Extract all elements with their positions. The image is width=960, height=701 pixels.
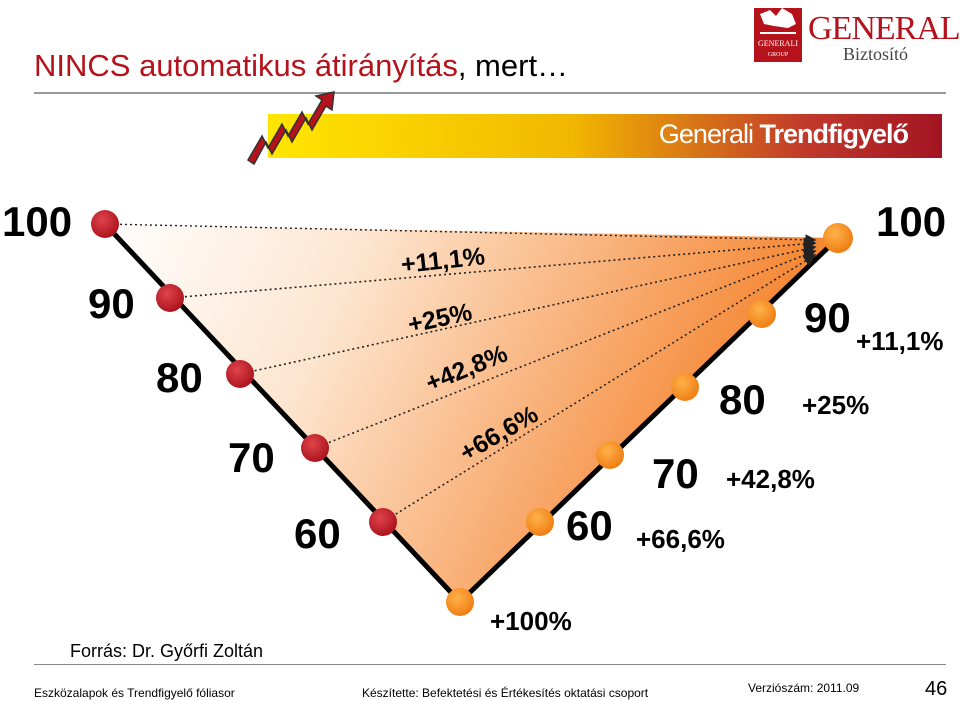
lion-emblem-icon: GENERALI GROUP: [754, 8, 802, 62]
left-value-60: 60: [294, 510, 341, 557]
right-value-80: 80: [719, 376, 766, 423]
gain-70: +42,8%: [726, 464, 815, 494]
left-dot-70: [301, 434, 329, 462]
banner-title: Generali Trendfigyelő: [658, 119, 909, 150]
banner-light: Generali: [658, 119, 760, 149]
right-dot-80: [671, 373, 699, 401]
right-dot-100: [823, 223, 853, 253]
left-value-100: 100: [2, 198, 72, 245]
page-title: NINCS automatikus átirányítás, mert…: [34, 48, 568, 84]
footer-center: Készítette: Befektetési és Értékesítés o…: [362, 686, 649, 700]
left-dot-80: [226, 360, 254, 388]
recovery-line: [458, 236, 840, 604]
left-value-80: 80: [156, 354, 203, 401]
trend-arrow-icon: [246, 91, 335, 166]
gain-90: +11,1%: [856, 326, 943, 356]
gain-bottom: +100%: [490, 606, 572, 636]
title-red: NINCS automatikus átirányítás: [34, 48, 458, 83]
logo-subtitle: Biztosító: [843, 44, 909, 64]
banner-bold: Trendfigyelő: [759, 119, 909, 149]
trendfigyelo-banner: Generali Trendfigyelő: [268, 114, 942, 158]
right-dot-60: [526, 508, 554, 536]
right-dot-90: [748, 300, 776, 328]
source-note: Forrás: Dr. Győrfi Zoltán: [70, 641, 264, 661]
logo-badge-bottom: GROUP: [768, 52, 789, 58]
gain-80: +25%: [802, 390, 869, 420]
left-dot-60: [369, 508, 397, 536]
left-value-70: 70: [228, 434, 275, 481]
bottom-dot: [446, 588, 474, 616]
right-value-100: 100: [876, 198, 946, 245]
recovery-area: [105, 224, 838, 602]
footer-left: Eszközalapok és Trendfigyelő fóliasor: [34, 686, 235, 700]
logo-badge-top: GENERALI: [758, 39, 798, 48]
right-value-70: 70: [652, 450, 699, 497]
arrow-80: [239, 243, 817, 375]
right-value-90: 90: [804, 294, 851, 341]
page-number: 46: [925, 678, 948, 700]
right-dot-70: [596, 441, 624, 469]
left-value-90: 90: [88, 280, 135, 327]
left-dot-100: [91, 210, 119, 238]
logo-wordmark: GENERALI: [808, 10, 960, 47]
left-dot-90: [156, 284, 184, 312]
title-divider: [34, 92, 946, 94]
title-rest: , mert…: [457, 48, 569, 83]
right-value-60: 60: [566, 502, 613, 549]
generali-logo: GENERALI GROUP: [752, 2, 952, 72]
gain-60: +66,6%: [636, 524, 725, 554]
arrow-100: [104, 223, 817, 246]
footer-version: Verziószám: 2011.09: [748, 681, 860, 695]
footer-divider: [34, 664, 946, 665]
